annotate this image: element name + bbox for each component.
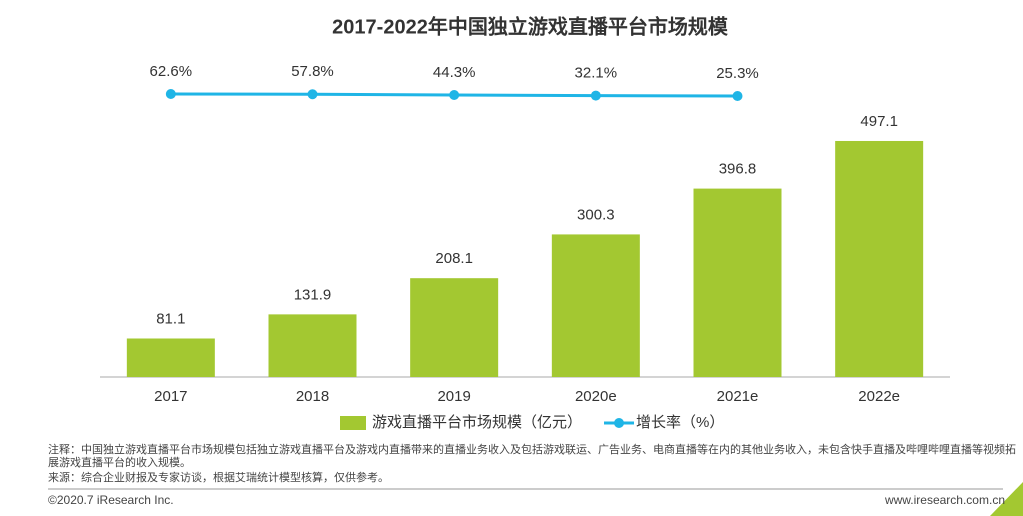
bar: [835, 140, 924, 377]
x-tick-label: 2019: [437, 388, 470, 405]
note: 注释：中国独立游戏直播平台市场规模包括独立游戏直播平台及游戏内直播带来的直播业务…: [48, 444, 1016, 469]
bar: [410, 278, 499, 377]
data-label: 497.1: [860, 113, 898, 130]
line-point: [165, 89, 176, 100]
data-label: 44.3%: [433, 64, 476, 81]
legend-label: 游戏直播平台市场规模（亿元）: [372, 414, 582, 431]
bar: [126, 338, 215, 377]
source: 来源：综合企业财报及专家访谈，根据艾瑞统计模型核算，仅供参考。: [48, 472, 389, 484]
data-label: 62.6%: [150, 63, 193, 80]
bar: [693, 188, 782, 377]
data-label: 32.1%: [575, 65, 618, 82]
data-label: 300.3: [577, 206, 615, 223]
x-tick-label: 2017: [154, 388, 187, 405]
x-tick-label: 2020e: [575, 388, 617, 405]
data-label: 57.8%: [291, 63, 334, 80]
x-tick-label: 2021e: [717, 388, 759, 405]
line-point: [307, 89, 318, 100]
bar: [551, 234, 640, 377]
corner-decoration: [990, 482, 1023, 516]
line-point: [590, 90, 601, 101]
x-tick-label: 2022e: [858, 388, 900, 405]
legend-swatch: [614, 418, 625, 428]
line-point: [449, 89, 460, 100]
data-label: 208.1: [435, 250, 473, 267]
data-label: 25.3%: [716, 65, 759, 82]
chart-title: 2017-2022年中国独立游戏直播平台市场规模: [332, 14, 729, 38]
data-label: 131.9: [294, 286, 332, 303]
bar: [268, 314, 357, 377]
legend-label: 增长率（%）: [636, 414, 724, 431]
x-tick-label: 2018: [296, 388, 329, 405]
copyright: ©2020.7 iResearch Inc.: [48, 493, 174, 507]
data-label: 81.1: [156, 310, 185, 327]
legend-swatch: [340, 416, 366, 430]
data-label: 396.8: [719, 161, 757, 178]
website: www.iresearch.com.cn: [884, 493, 1005, 507]
line-point: [732, 91, 743, 102]
